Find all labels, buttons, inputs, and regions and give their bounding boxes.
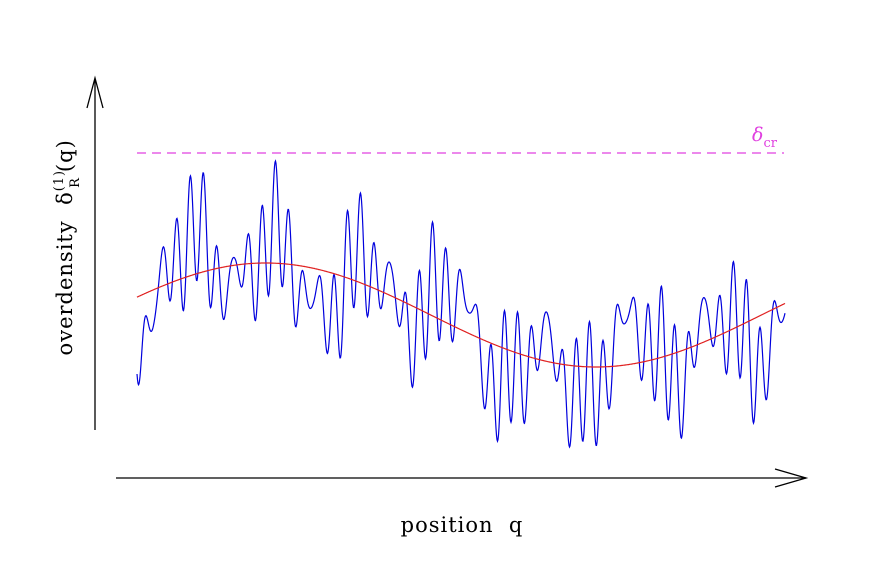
y-axis-label-sub: R bbox=[68, 177, 83, 188]
critical-label: δcr bbox=[752, 124, 778, 151]
critical-subscript: cr bbox=[763, 136, 777, 151]
y-axis-label-arg: (q) bbox=[53, 139, 77, 172]
smoothed-field-curve bbox=[136, 262, 786, 368]
svg-text:overdensity δ(1)R(q): overdensity δ(1)R (q) bbox=[52, 101, 83, 409]
x-axis-label: position q bbox=[401, 513, 524, 537]
critical-symbol: δ bbox=[752, 124, 763, 146]
y-axis-label-sup: (1) bbox=[52, 170, 67, 191]
y-axis-label-main: overdensity δ bbox=[53, 191, 77, 355]
density-field-curve bbox=[136, 159, 786, 449]
y-axis-arrowhead bbox=[86, 75, 104, 109]
axes bbox=[86, 75, 809, 488]
x-axis-arrowhead bbox=[774, 468, 809, 488]
y-axis-label: overdensity δ(1)R (q) bbox=[52, 101, 83, 409]
